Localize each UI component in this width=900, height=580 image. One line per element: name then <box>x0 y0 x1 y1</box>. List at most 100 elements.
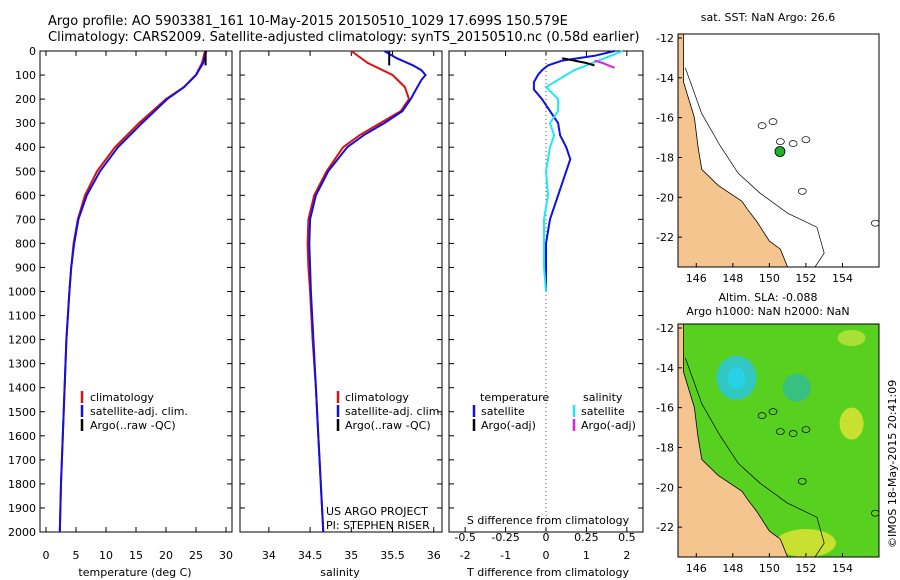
map-y-tick-label: -18 <box>656 441 674 454</box>
map-y-tick-label: -20 <box>656 481 674 494</box>
map-y-tick-label: -22 <box>656 521 674 534</box>
figure-title-line1: Argo profile: AO 5903381_161 10-May-2015… <box>48 14 568 29</box>
legend-label-argo: Argo(..raw -QC) <box>345 419 431 432</box>
x-tick-label: 35.5 <box>380 549 405 562</box>
reef-outline <box>757 122 767 129</box>
y-tick-label: 900 <box>15 261 36 274</box>
y-tick-label: 1600 <box>8 430 36 443</box>
map-y-tick-label: -12 <box>656 322 674 335</box>
reef-outline <box>797 477 807 485</box>
y-tick-label: 1500 <box>8 406 36 419</box>
legend-label-t-satellite: satellite <box>481 405 525 418</box>
x-tick-label: 1 <box>583 549 590 562</box>
y-tick-label: 700 <box>15 213 36 226</box>
y-tick-label: 1000 <box>8 286 36 299</box>
series-line-satellite-adj-clim- <box>58 50 208 533</box>
map-y-tick-label: -14 <box>656 362 674 375</box>
map-y-tick-label: -14 <box>656 72 674 85</box>
warm-anomaly <box>839 407 864 440</box>
legend-label-s-satellite: satellite <box>581 405 625 418</box>
reef-outline <box>801 136 811 143</box>
reef-outline <box>870 509 879 517</box>
s-tick-label: -0.25 <box>491 531 519 544</box>
reef-outline <box>757 412 767 419</box>
series-line-satellite-adj-clim- <box>308 50 427 533</box>
warm-anomaly-2 <box>775 529 836 557</box>
y-tick-label: 400 <box>15 141 36 154</box>
warm-anomaly-3 <box>837 329 866 346</box>
legend-label-t-argo: Argo(-adj) <box>481 419 536 432</box>
reef-outline <box>788 140 798 147</box>
y-tick-label: 1900 <box>8 502 36 515</box>
map-x-tick-label: 148 <box>722 272 743 285</box>
sla-map-panel: 146 148 150 152 154 -12 -14 -16 -18 -20 -22 <box>656 322 880 575</box>
legend-title-salinity: salinity <box>583 391 623 404</box>
map-x-tick-label: 146 <box>686 562 707 575</box>
map-y-tick-label: -12 <box>656 32 674 45</box>
y-tick-label: 1700 <box>8 454 36 467</box>
shelf-contour <box>684 67 825 267</box>
y-tick-label: 1100 <box>8 310 36 323</box>
sst-map-panel: 146 148 150 152 154 -12 -14 -16 -18 -20 -22 <box>656 32 880 285</box>
sla-map-title: Altim. SLA: -0.088 <box>718 291 817 304</box>
land <box>678 34 789 267</box>
pi-credit: PI: STEPHEN RISER <box>326 519 430 532</box>
y-tick-label: 1400 <box>8 382 36 395</box>
reef-outline <box>788 430 798 437</box>
x-tick-label: 30 <box>219 549 233 562</box>
map-x-tick-label: 152 <box>795 272 816 285</box>
salinity-legend: climatology satellite-adj. clim. Argo(..… <box>336 391 443 432</box>
salinity-panel: 34 34.5 35 35.5 36 <box>239 50 443 562</box>
plot-frame <box>39 50 233 533</box>
y-tick-label: 1300 <box>8 358 36 371</box>
y-tick-label: 1800 <box>8 478 36 491</box>
difference-legend: temperature salinity satellite Argo(-adj… <box>472 391 636 432</box>
map-x-tick-label: 154 <box>832 272 853 285</box>
series-line-salinity-argo-adj- <box>594 59 616 69</box>
map-x-tick-label: 148 <box>722 562 743 575</box>
map-x-tick-label: 150 <box>759 562 780 575</box>
argo-float-marker <box>774 146 786 157</box>
legend-label-argo: Argo(..raw -QC) <box>90 419 176 432</box>
temperature-xlabel: temperature (deg C) <box>78 566 191 579</box>
reef-outline <box>797 187 807 195</box>
x-tick-label: 20 <box>159 549 173 562</box>
legend-title-temperature: temperature <box>480 391 549 404</box>
project-credit: US ARGO PROJECT <box>326 505 428 518</box>
y-tick-label: 100 <box>15 69 36 82</box>
map-content <box>678 324 879 557</box>
y-tick-label: 800 <box>15 237 36 250</box>
map-x-tick-label: 146 <box>686 272 707 285</box>
plot-frame <box>239 50 443 533</box>
sla-map-subtitle: Argo h1000: NaN h2000: NaN <box>686 305 849 318</box>
x-tick-label: 34 <box>262 549 276 562</box>
map-y-tick-label: -22 <box>656 231 674 244</box>
y-tick-label: 2000 <box>8 526 36 539</box>
land <box>678 324 789 557</box>
s-tick-label: -0.5 <box>454 531 475 544</box>
legend-label-satellite-adj: satellite-adj. clim. <box>345 405 443 418</box>
x-tick-label: 34.5 <box>298 549 323 562</box>
imos-stamp: ©IMOS 18-May-2015 20:41:09 <box>886 380 899 548</box>
x-tick-label: 35 <box>344 549 358 562</box>
legend-label-satellite-adj: satellite-adj. clim. <box>90 405 188 418</box>
legend-label-climatology: climatology <box>345 391 409 404</box>
legend-label-climatology: climatology <box>90 391 154 404</box>
difference-panel: -2 -1 0 1 2 -0.5 -0.25 0 0.25 0.5 <box>448 50 644 562</box>
map-content <box>678 34 879 267</box>
map-x-tick-label: 154 <box>832 562 853 575</box>
x-tick-label: 25 <box>189 549 203 562</box>
y-tick-label: 1200 <box>8 334 36 347</box>
map-frame <box>677 33 880 268</box>
reef-outline <box>870 219 879 227</box>
s-difference-xlabel: S difference from climatology <box>467 514 630 527</box>
reef-outline <box>801 426 811 433</box>
s-tick-label: 0.5 <box>618 531 636 544</box>
y-tick-label: 600 <box>15 189 36 202</box>
legend-label-s-argo: Argo(-adj) <box>581 419 636 432</box>
x-tick-label: 10 <box>99 549 113 562</box>
reef-outline <box>768 408 778 415</box>
map-y-tick-label: -16 <box>656 402 674 415</box>
x-tick-label: 36 <box>427 549 441 562</box>
s-tick-label: 0 <box>543 531 550 544</box>
